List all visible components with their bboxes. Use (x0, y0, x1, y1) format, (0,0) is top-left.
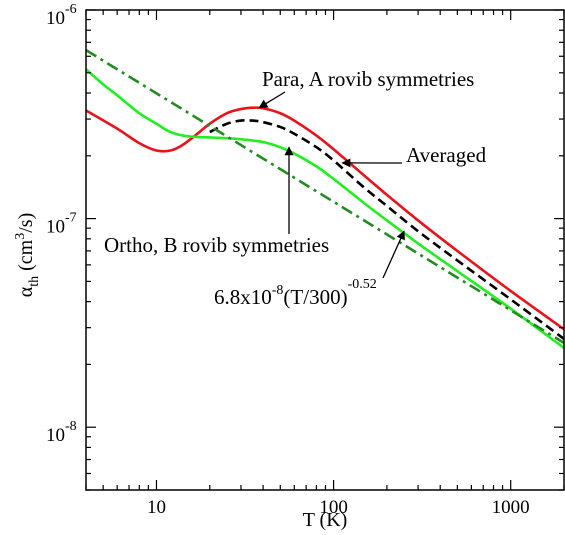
annotation-para: Para, A rovib symmetries (258, 67, 474, 109)
annotation-ortho-label: Ortho, B rovib symmetries (104, 233, 329, 257)
y-tick-label-base: 10 (46, 217, 65, 238)
x-axis-label: T (K) (303, 509, 348, 531)
annotation-fit: 6.8x10-8(T/300)-0.52 (214, 230, 405, 309)
y-axis-label-subscript: th (27, 276, 42, 287)
annotation-fit-mid: (T/300) (283, 285, 347, 309)
annotation-fit-exp1: -8 (272, 283, 284, 298)
annotation-averaged-label: Averaged (406, 143, 487, 167)
series-line-averaged (209, 119, 564, 340)
y-axis-label-unit-open: (cm (15, 239, 37, 276)
x-tick-label: 1000 (492, 497, 530, 518)
y-tick-label-base: 10 (46, 425, 65, 446)
series-line-ortho (86, 68, 564, 349)
y-axis-label-symbol: α (15, 286, 37, 297)
y-axis-label: αth (cm3/s) (13, 213, 42, 297)
x-tick-label: 100 (319, 497, 348, 518)
annotation-fit-arrow (382, 230, 405, 279)
x-tick-label: 10 (147, 497, 166, 518)
annotation-para-label: Para, A rovib symmetries (262, 67, 474, 91)
y-axis-label-unit-close: /s) (15, 213, 37, 233)
annotation-ortho: Ortho, B rovib symmetries (104, 146, 329, 257)
annotation-para-arrow (258, 91, 286, 109)
y-tick-label: 10-6 (46, 2, 77, 29)
annotation-fit-label: 6.8x10-8(T/300)-0.52 (214, 277, 377, 309)
y-tick-label-exp: -6 (65, 2, 77, 17)
y-tick-label: 10-8 (46, 419, 77, 446)
annotation-fit-exp2: -0.52 (348, 277, 377, 292)
annotation-averaged: Averaged (341, 143, 487, 168)
y-tick-label-exp: -8 (65, 419, 77, 434)
y-axis-label-unit-sup: 3 (13, 233, 28, 240)
y-tick-label-base: 10 (46, 8, 65, 29)
annotation-fit-base: 6.8x10 (214, 285, 272, 309)
y-tick-label-exp: -7 (65, 211, 77, 226)
series-line-fit (86, 49, 564, 345)
y-tick-label: 10-7 (46, 211, 77, 238)
